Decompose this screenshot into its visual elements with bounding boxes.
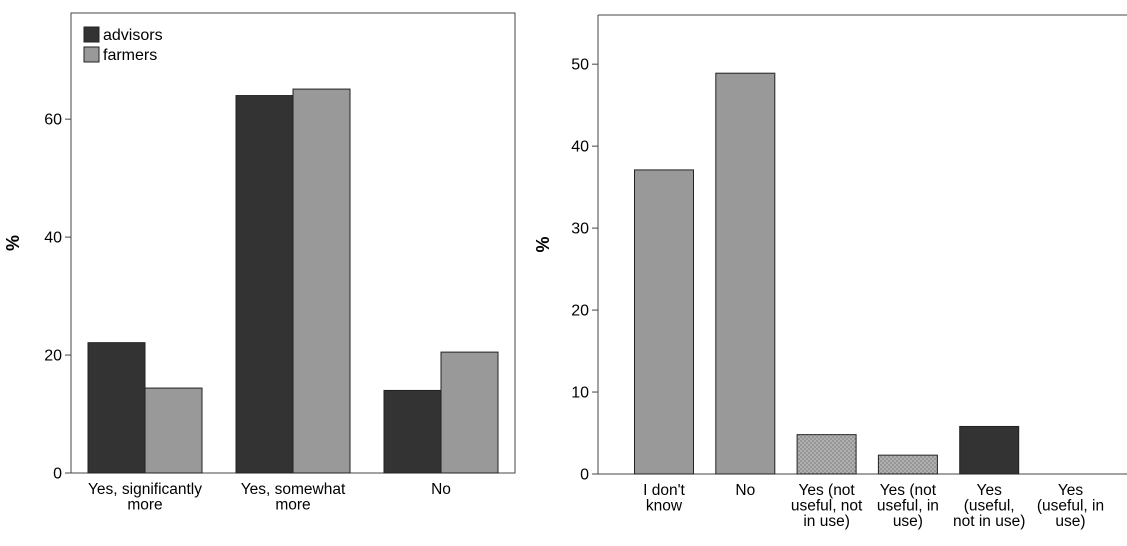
right-chart-x-tick-label: Yes (not useful, in use) xyxy=(877,482,939,530)
right-chart-x-tick-label: Yes (useful, not in use) xyxy=(953,482,1025,530)
right-chart-x-tick-label: No xyxy=(735,482,755,499)
left-chart-y-tick-label: 0 xyxy=(53,466,62,483)
legend-label-advisors: advisors xyxy=(103,27,163,44)
right-chart-x-tick-label: Yes (not useful, not in use) xyxy=(791,482,863,530)
bar-farmers xyxy=(292,88,351,474)
bar-4 xyxy=(959,425,1020,475)
left-chart-y-axis-label: % xyxy=(3,235,23,251)
right-chart-y-tick-label: 20 xyxy=(571,303,589,320)
chart-right: 0 10 20 30 40 50% I don't know No Yes (not useful,… xyxy=(533,14,1127,530)
bar-farmers xyxy=(144,387,203,474)
left-chart-y-tick-label: 20 xyxy=(44,348,62,365)
right-chart-y-tick-label: 50 xyxy=(571,57,589,74)
legend-swatch-farmers xyxy=(83,46,100,63)
bar-3 xyxy=(877,454,938,475)
right-chart-y-tick-label: 0 xyxy=(580,467,589,484)
right-chart-y-tick-label: 30 xyxy=(571,221,589,238)
left-chart-x-tick-label: Yes, somewhat more xyxy=(241,481,346,514)
left-chart-x-tick-label: Yes, significantly more xyxy=(88,481,202,514)
left-chart-y-tick-label: 60 xyxy=(44,112,62,129)
right-chart-x-tick-label: Yes (useful, in use) xyxy=(1037,482,1104,530)
right-chart-y-axis-label: % xyxy=(533,236,553,252)
bar-advisors xyxy=(235,95,294,474)
right-chart-x-tick-label: I don't know xyxy=(643,482,685,515)
left-chart-x-tick-label: No xyxy=(431,481,451,498)
bar-advisors xyxy=(383,389,442,474)
bar-0 xyxy=(634,169,694,475)
bar-farmers xyxy=(440,351,499,474)
bar-1 xyxy=(715,72,776,475)
right-chart-y-tick-label: 10 xyxy=(571,385,589,402)
chart-left: 0 20 40 60% Yes, significantly more Yes, somew… xyxy=(3,12,516,514)
bar-advisors xyxy=(87,342,146,474)
right-chart-y-tick-label: 40 xyxy=(571,139,589,156)
left-chart-y-tick-label: 40 xyxy=(44,230,62,247)
legend-label-farmers: farmers xyxy=(103,47,157,64)
bar-2 xyxy=(796,434,857,475)
legend-swatch-advisors xyxy=(83,26,100,43)
